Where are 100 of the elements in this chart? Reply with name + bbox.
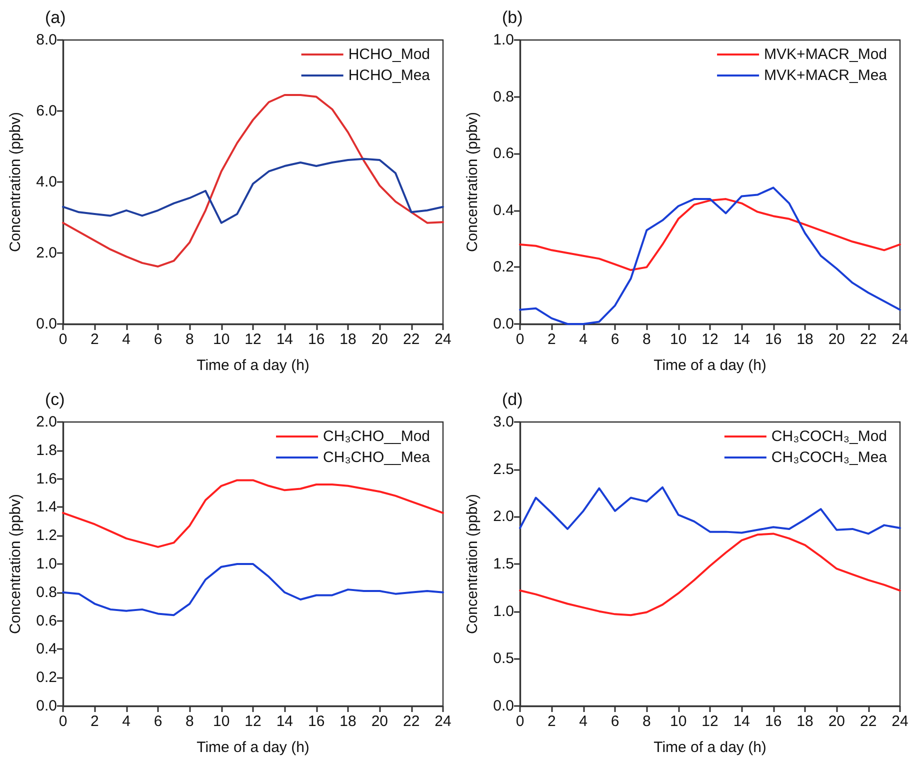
x-tick-label: 10 (670, 331, 687, 348)
x-axis-title: Time of a day (h) (196, 357, 310, 374)
x-tick-label: 14 (276, 713, 294, 730)
x-tick-label: 8 (642, 331, 651, 348)
x-tick-label: 4 (122, 713, 131, 730)
x-axis-title: Time of a day (h) (654, 739, 766, 756)
line-series (62, 479, 444, 548)
x-tick-label: 24 (434, 713, 452, 730)
chart-title: (b) (502, 8, 523, 27)
x-tick-label: 20 (828, 331, 846, 348)
x-tick-label: 16 (308, 713, 325, 730)
y-tick-label: 0.0 (36, 316, 57, 332)
x-tick-label: 20 (371, 713, 388, 730)
x-tick-label: 22 (860, 713, 877, 730)
y-tick-label: 1.0 (493, 602, 514, 620)
x-tick-label: 2 (90, 331, 99, 348)
y-axis-title: Concentration (ppbv) (7, 112, 24, 252)
y-tick-label: 0.6 (493, 145, 514, 162)
x-tick-label: 8 (185, 331, 194, 348)
x-tick-label: 18 (340, 713, 356, 730)
legend-label: CH₃COCH₃_Mod (771, 428, 888, 445)
y-tick-label: 1.4 (36, 498, 57, 516)
y-axis-title: Concentration (ppbv) (7, 494, 24, 634)
line-series (519, 532, 901, 616)
x-tick-label: 10 (212, 713, 230, 730)
y-tick-label: 4.0 (36, 174, 57, 190)
y-tick-label: 1.0 (493, 32, 514, 48)
y-tick-label: 0.8 (493, 88, 514, 106)
y-tick-label: 1.6 (36, 470, 57, 488)
x-tick-label: 12 (702, 713, 718, 730)
x-tick-label: 18 (340, 331, 356, 348)
y-tick-label: 0.4 (493, 202, 514, 219)
x-tick-label: 0 (58, 331, 68, 348)
legend-label: CH₃CHO__Mod (323, 428, 430, 445)
line-series (62, 94, 444, 268)
x-tick-label: 10 (212, 331, 230, 348)
x-tick-label: 18 (796, 331, 814, 348)
y-tick-label: 1.8 (36, 442, 57, 459)
x-tick-label: 24 (892, 331, 908, 348)
y-tick-label: 2.0 (36, 414, 57, 430)
x-tick-label: 22 (860, 331, 877, 348)
y-tick-label: 8.0 (36, 32, 57, 48)
x-tick-label: 4 (579, 331, 588, 348)
legend-label: MVK+MACR_Mea (764, 67, 888, 84)
y-tick-label: 0.2 (493, 258, 514, 276)
x-tick-label: 8 (642, 713, 651, 730)
x-tick-label: 20 (371, 331, 388, 348)
x-tick-label: 14 (733, 713, 750, 730)
y-tick-label: 1.2 (36, 527, 57, 544)
x-tick-label: 0 (516, 331, 524, 348)
legend-label: HCHO_Mod (348, 46, 430, 63)
x-tick-label: 2 (547, 713, 556, 730)
x-tick-label: 22 (402, 713, 420, 730)
chart-title: (c) (45, 390, 65, 409)
y-tick-label: 0.5 (493, 650, 514, 668)
y-tick-label: 0.0 (493, 698, 514, 714)
x-tick-label: 4 (579, 713, 588, 730)
x-tick-label: 6 (154, 713, 162, 730)
line-series (519, 486, 901, 535)
x-tick-label: 24 (892, 713, 908, 730)
line-series (519, 198, 901, 272)
x-tick-label: 8 (185, 713, 194, 730)
legend-label: CH₃CHO__Mea (323, 449, 431, 466)
line-series (62, 158, 444, 224)
x-tick-label: 20 (828, 713, 846, 730)
line-series (62, 563, 444, 616)
x-tick-label: 14 (276, 331, 294, 348)
y-tick-label: 1.0 (36, 556, 57, 572)
y-tick-label: 0.4 (36, 640, 57, 658)
chart-title: (d) (502, 390, 523, 409)
y-tick-label: 0.0 (493, 316, 514, 332)
y-tick-label: 0.2 (36, 669, 57, 686)
y-axis-title: Concentration (ppbv) (464, 112, 481, 252)
x-tick-label: 12 (244, 713, 262, 730)
y-tick-label: 0.0 (36, 698, 57, 714)
legend-label: MVK+MACR_Mod (764, 46, 887, 63)
x-tick-label: 6 (154, 331, 162, 348)
y-tick-label: 0.6 (36, 612, 57, 630)
x-axis-title: Time of a day (h) (196, 739, 310, 756)
x-tick-label: 2 (547, 331, 556, 348)
x-tick-label: 6 (610, 331, 620, 348)
y-tick-label: 3.0 (493, 414, 514, 430)
x-axis-title: Time of a day (h) (654, 357, 766, 374)
x-tick-label: 22 (402, 331, 420, 348)
x-tick-label: 6 (610, 713, 620, 730)
x-tick-label: 0 (58, 713, 68, 730)
chart-title: (a) (45, 8, 66, 27)
y-tick-label: 6.0 (36, 102, 57, 120)
x-tick-label: 16 (308, 331, 325, 348)
x-tick-label: 24 (434, 331, 452, 348)
x-tick-label: 12 (702, 331, 718, 348)
x-tick-label: 2 (90, 713, 99, 730)
x-tick-label: 4 (122, 331, 131, 348)
y-axis-title: Concentration (ppbv) (464, 494, 481, 634)
x-tick-label: 12 (244, 331, 262, 348)
x-tick-label: 0 (516, 713, 524, 730)
y-tick-label: 1.5 (493, 556, 514, 572)
y-tick-label: 2.5 (493, 460, 514, 478)
legend-label: CH₃COCH₃_Mea (771, 449, 888, 466)
x-tick-label: 16 (764, 331, 782, 348)
